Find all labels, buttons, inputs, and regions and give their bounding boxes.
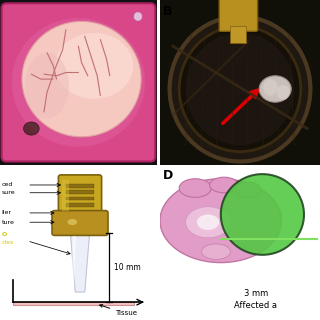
Bar xyxy=(66,184,94,188)
Bar xyxy=(66,196,94,201)
Text: B: B xyxy=(163,5,173,18)
Ellipse shape xyxy=(210,177,238,193)
Ellipse shape xyxy=(277,85,290,100)
Circle shape xyxy=(186,33,294,145)
Text: O: O xyxy=(2,232,7,237)
Text: ture: ture xyxy=(2,220,14,225)
Ellipse shape xyxy=(55,33,133,99)
Text: sure: sure xyxy=(2,190,15,195)
Bar xyxy=(230,26,246,43)
Text: 3 mm: 3 mm xyxy=(244,289,268,298)
FancyBboxPatch shape xyxy=(2,3,155,162)
Ellipse shape xyxy=(197,214,219,230)
Text: cles: cles xyxy=(2,240,14,245)
Ellipse shape xyxy=(202,244,230,260)
Bar xyxy=(62,180,69,211)
Text: D: D xyxy=(163,170,173,182)
Ellipse shape xyxy=(259,76,291,102)
Circle shape xyxy=(221,174,304,255)
Text: ced: ced xyxy=(2,182,13,188)
Ellipse shape xyxy=(179,179,211,197)
Polygon shape xyxy=(70,233,90,292)
Circle shape xyxy=(170,16,310,162)
Circle shape xyxy=(179,26,301,152)
Bar xyxy=(66,190,94,194)
Ellipse shape xyxy=(235,182,261,197)
Ellipse shape xyxy=(160,179,282,263)
Text: Affected a: Affected a xyxy=(235,301,277,310)
Ellipse shape xyxy=(263,79,277,96)
Ellipse shape xyxy=(22,21,141,137)
FancyBboxPatch shape xyxy=(52,211,108,236)
Ellipse shape xyxy=(12,18,145,147)
Text: ller: ller xyxy=(2,211,12,215)
Circle shape xyxy=(134,12,142,20)
FancyBboxPatch shape xyxy=(58,175,102,217)
Ellipse shape xyxy=(186,207,230,238)
Bar xyxy=(66,203,94,207)
Text: 10 mm: 10 mm xyxy=(114,263,140,272)
Polygon shape xyxy=(72,236,76,289)
Bar xyxy=(13,302,134,305)
FancyBboxPatch shape xyxy=(219,0,258,31)
Ellipse shape xyxy=(25,53,69,119)
Ellipse shape xyxy=(68,219,77,225)
Ellipse shape xyxy=(24,122,39,135)
Text: Tissue: Tissue xyxy=(100,305,137,316)
